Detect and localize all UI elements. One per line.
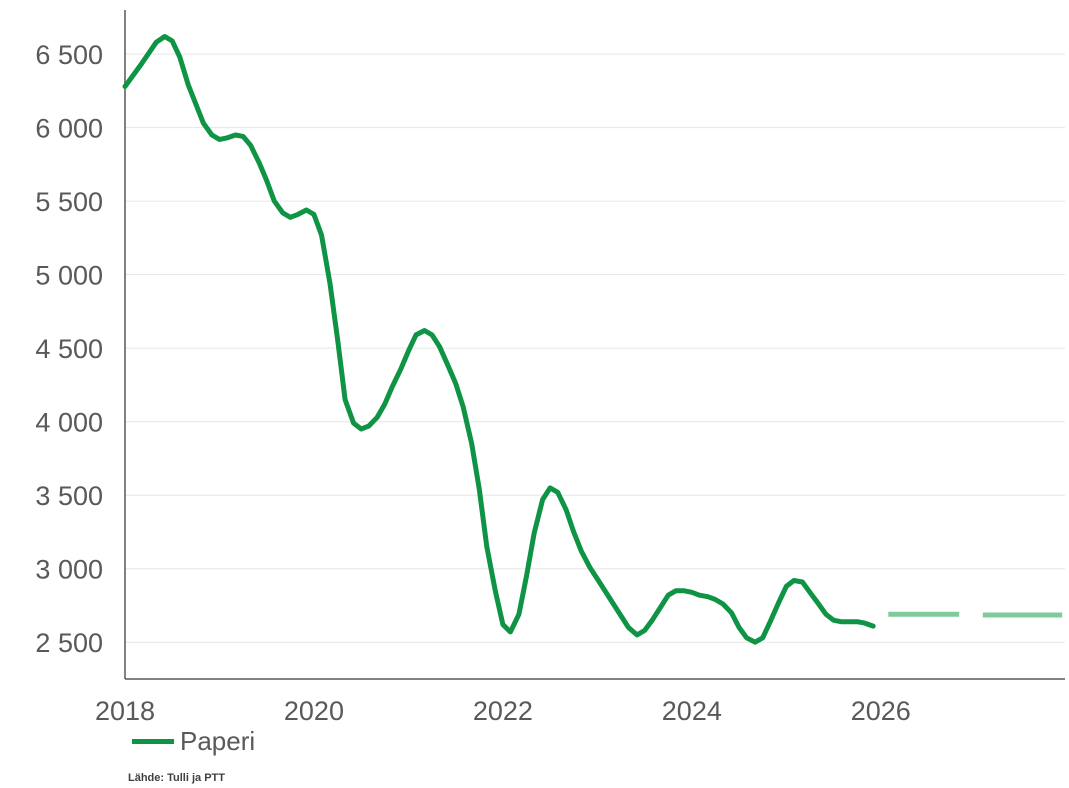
x-tick-label: 2026: [851, 696, 911, 726]
legend-swatch-paperi: [132, 739, 174, 744]
y-tick-label: 4 500: [35, 334, 103, 364]
gridlines: [125, 53, 1065, 643]
series-group: [122, 34, 1063, 645]
legend-label-paperi: Paperi: [180, 726, 256, 756]
y-tick-label: 2 500: [35, 628, 103, 658]
x-tick-label: 2022: [473, 696, 533, 726]
y-tick-label: 3 000: [35, 555, 103, 585]
series-line-paperi: [122, 34, 876, 645]
y-axis-tick-labels: 2 500 3 000 3 500 4 000 4 500 5 000 5 500 6 000…: [35, 40, 103, 658]
y-tick-label: 5 500: [35, 187, 103, 217]
y-tick-label: 6 000: [35, 114, 103, 144]
y-tick-label: 5 000: [35, 261, 103, 291]
legend: Paperi: [132, 726, 255, 757]
y-tick-label: 3 500: [35, 481, 103, 511]
y-tick-label: 6 500: [35, 40, 103, 70]
source-note: Lähde: Tulli ja PTT: [128, 772, 225, 784]
x-axis-tick-labels: 2018 2020 2022 2024 2026: [95, 696, 911, 726]
x-tick-label: 2018: [95, 696, 155, 726]
x-tick-label: 2020: [284, 696, 344, 726]
y-tick-label: 4 000: [35, 408, 103, 438]
x-tick-label: 2024: [662, 696, 722, 726]
